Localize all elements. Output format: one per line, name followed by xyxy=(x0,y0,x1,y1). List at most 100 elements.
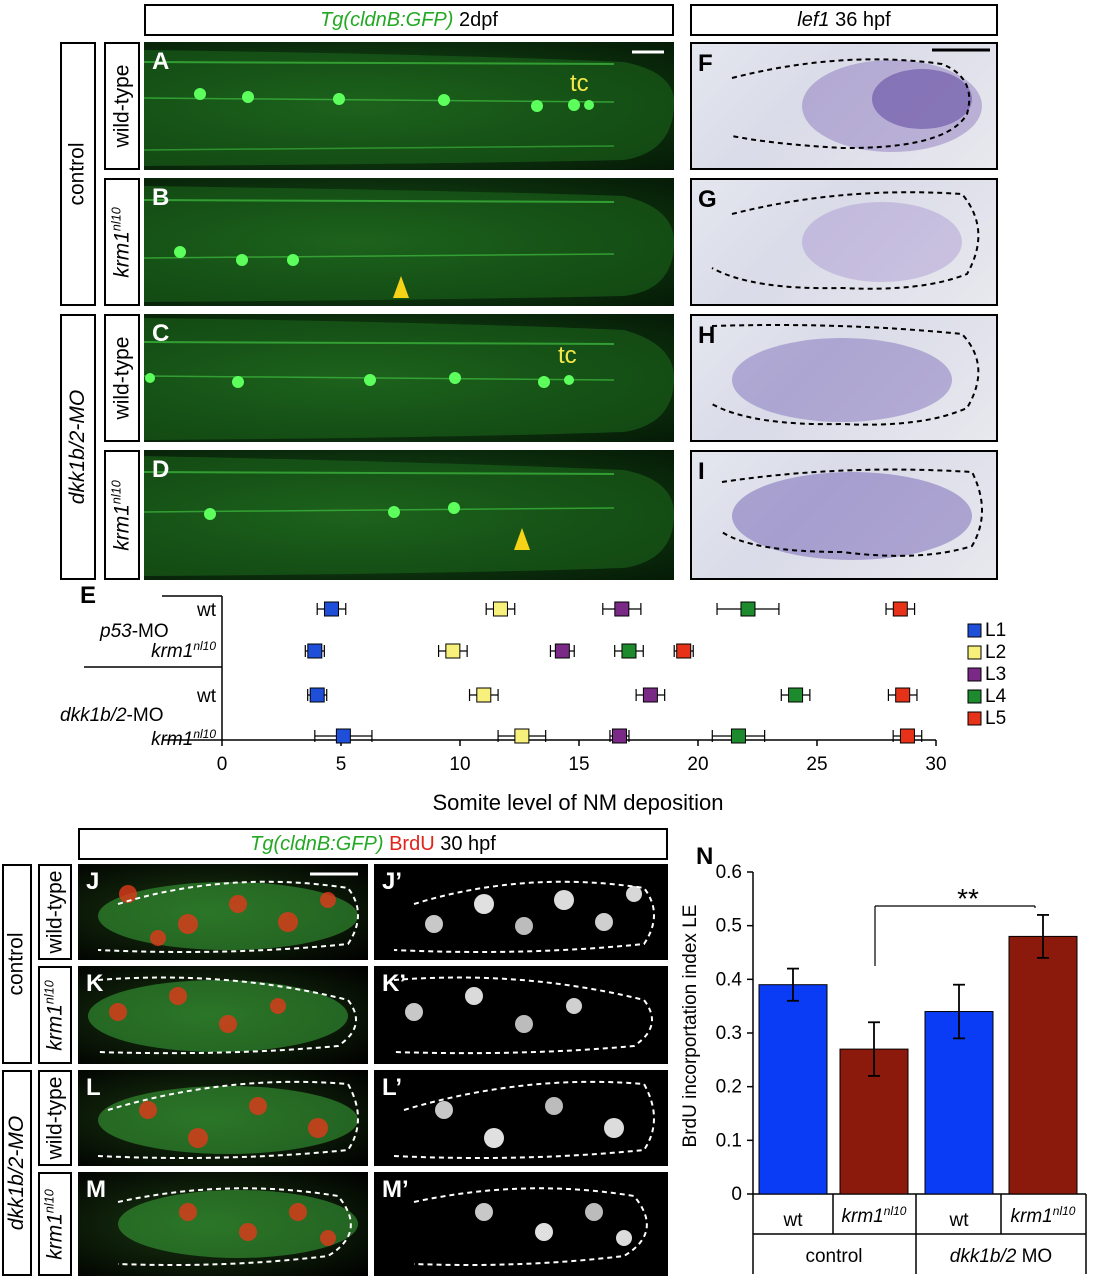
data-point-l2 xyxy=(514,728,530,744)
panel-letter-J-prime: J’ xyxy=(382,868,403,895)
x-tick-label: 10 xyxy=(449,754,470,775)
panel-letter-G: G xyxy=(698,186,717,213)
panel-K-image: K xyxy=(78,966,368,1064)
legend-label: L3 xyxy=(985,664,1006,685)
header-gene: Tg(cldnB:GFP) xyxy=(250,832,384,855)
panel-B-image: B xyxy=(144,178,674,306)
panel-letter-C: C xyxy=(152,320,170,347)
y-axis-label: BrdU incorportation index LE xyxy=(680,905,701,1148)
panel-letter-L-prime: L’ xyxy=(382,1074,403,1101)
x-tick-label: 20 xyxy=(687,754,708,775)
data-point-l5 xyxy=(676,643,692,659)
data-point-l1 xyxy=(323,601,339,617)
brdu-micrograph xyxy=(413,1187,648,1266)
header-stage: 2dpf xyxy=(458,8,498,31)
row-label-krm1: krm1nl10 xyxy=(151,639,216,662)
panel-letter-B: B xyxy=(152,184,170,211)
panel-G-image: G xyxy=(690,178,998,306)
data-point-l3 xyxy=(614,601,630,617)
ish-micrograph xyxy=(711,324,980,426)
y-tick-label: 0.4 xyxy=(716,969,743,990)
bar-label-krm1: krm1nl10 xyxy=(842,1204,907,1227)
panel-C-image: C tc xyxy=(144,314,674,442)
tail-micrograph xyxy=(144,50,674,166)
row-label-krm1: krm1nl10 xyxy=(151,727,216,750)
y-tick-label: 0.6 xyxy=(716,862,742,883)
data-point-l4 xyxy=(730,728,746,744)
y-tick-label: 0.1 xyxy=(716,1130,742,1151)
header-brdu: BrdU xyxy=(389,832,435,855)
group-label-mo: dkk1b/2-MO xyxy=(2,1070,32,1276)
panel-J-image: J xyxy=(78,864,368,960)
data-point-l4 xyxy=(740,601,756,617)
panel-I-image: I xyxy=(690,450,998,580)
panel-letter-N: N xyxy=(696,843,713,870)
group-label-mo: dkk1b/2-MO xyxy=(60,314,96,580)
legend-label: L4 xyxy=(985,686,1007,707)
merged-micrograph xyxy=(97,872,359,953)
x-tick-label: 0 xyxy=(217,754,228,775)
data-point-l5 xyxy=(899,728,915,744)
bar xyxy=(1008,935,1078,1195)
panel-L-image: L xyxy=(78,1070,368,1166)
data-point-l1 xyxy=(335,728,351,744)
data-point-l4 xyxy=(621,643,637,659)
group-label-control: control xyxy=(2,864,32,1064)
significance-marker: ** xyxy=(957,883,979,914)
header-brdu-30hpf: Tg(cldnB:GFP) BrdU 30 hpf xyxy=(78,828,668,860)
y-tick-label: 0.3 xyxy=(716,1023,742,1044)
y-tick-label: 0.5 xyxy=(716,916,742,937)
panel-M-image: M xyxy=(78,1172,368,1276)
panel-letter-M: M xyxy=(86,1176,106,1203)
data-point-l2 xyxy=(445,643,461,659)
row-label-wt: wild-type xyxy=(104,314,140,442)
tail-micrograph xyxy=(144,456,674,576)
header-stage: 36 hpf xyxy=(835,8,891,31)
brdu-micrograph xyxy=(393,976,653,1055)
legend-label: L2 xyxy=(985,642,1006,663)
legend-swatch xyxy=(967,667,982,682)
data-point-l4 xyxy=(788,687,804,703)
header-gene: Tg(cldnB:GFP) xyxy=(320,8,454,31)
bar-label-wt: wt xyxy=(783,1210,804,1231)
panel-letter-J: J xyxy=(86,868,100,895)
ish-micrograph xyxy=(721,468,983,560)
panel-J-prime-image: J’ xyxy=(374,864,668,960)
group-label-dkk: dkk1b/2-MO xyxy=(60,705,163,726)
row-label-krm1: krm1nl10 xyxy=(38,966,72,1064)
row-label-krm1: krm1nl10 xyxy=(104,178,140,306)
panel-D-image: D xyxy=(144,450,674,580)
row-label-wt: wild-type xyxy=(38,864,72,960)
ish-micrograph xyxy=(731,48,990,152)
tc-label: tc xyxy=(570,70,589,97)
merged-micrograph xyxy=(117,1187,358,1266)
row-label-wt: wild-type xyxy=(38,1070,72,1166)
brdu-micrograph xyxy=(393,880,655,953)
legend-swatch xyxy=(967,689,982,704)
bar xyxy=(758,984,828,1195)
tc-label: tc xyxy=(558,342,577,369)
data-point-l3 xyxy=(611,728,627,744)
legend-swatch xyxy=(967,711,982,726)
panel-letter-F: F xyxy=(698,50,713,77)
panel-K-prime-image: K’ xyxy=(374,966,668,1064)
legend-label: L5 xyxy=(985,708,1006,729)
tail-micrograph xyxy=(144,186,674,302)
bar-label-krm1: krm1nl10 xyxy=(1011,1204,1076,1227)
panel-letter-L: L xyxy=(86,1074,101,1101)
data-point-l5 xyxy=(895,687,911,703)
x-tick-label: 25 xyxy=(806,754,827,775)
bar-label-wt: wt xyxy=(949,1210,970,1231)
row-label-wt: wt xyxy=(196,686,217,707)
panel-L-prime-image: L’ xyxy=(374,1070,668,1166)
panel-F-image: F xyxy=(690,42,998,170)
data-point-l5 xyxy=(892,601,908,617)
panel-letter-I: I xyxy=(698,458,705,485)
legend-swatch xyxy=(967,623,982,638)
row-label-wt: wild-type xyxy=(104,42,140,170)
header-stage: 30 hpf xyxy=(440,832,496,855)
x-tick-label: 5 xyxy=(336,754,347,775)
merged-micrograph xyxy=(88,976,357,1055)
brdu-micrograph xyxy=(393,1080,655,1159)
